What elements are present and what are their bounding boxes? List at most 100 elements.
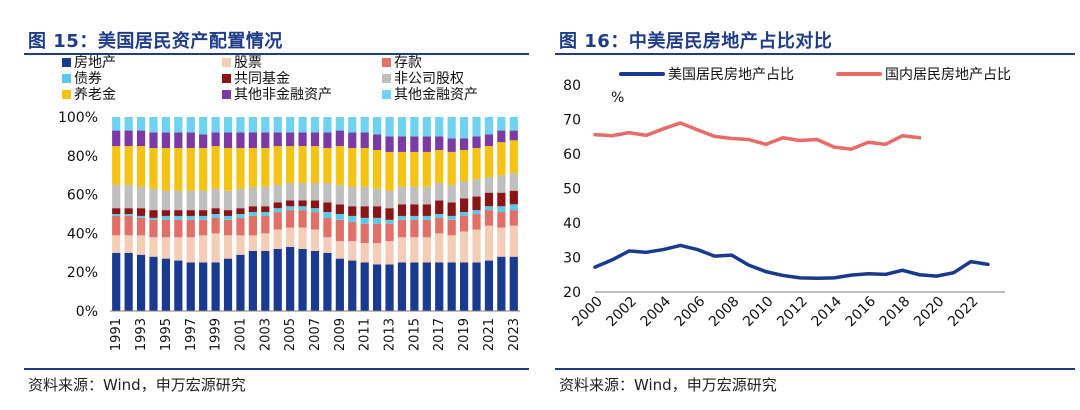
bar-segment (248, 212, 257, 216)
bar-segment (248, 215, 257, 236)
x-tick-label: 2010 (740, 294, 777, 331)
bar-segment (459, 262, 469, 311)
bar-segment (199, 148, 208, 191)
bar-segment (310, 182, 320, 201)
bar-segment (136, 208, 146, 216)
bar-segment (149, 219, 158, 238)
bar-segment (509, 256, 518, 311)
legend-label: 股票 (234, 55, 262, 71)
bar-segment (410, 237, 419, 263)
bar-segment (223, 148, 233, 191)
bar-segment (459, 149, 469, 182)
bar-segment (174, 132, 183, 149)
bar-segment (323, 237, 332, 253)
bar-segment (112, 130, 121, 147)
bar-segment (273, 248, 282, 311)
bar-segment (211, 262, 220, 311)
bar-segment (447, 219, 456, 236)
bar-segment (360, 186, 369, 207)
bar-segment (459, 212, 469, 216)
bar-segment (497, 142, 506, 176)
bar-segment (248, 235, 257, 251)
bar-segment (360, 206, 369, 218)
bar-segment (112, 215, 121, 236)
bar-segment (360, 243, 369, 263)
bar-segment (410, 117, 419, 137)
bar-segment (236, 132, 245, 149)
bar-segment (273, 132, 282, 147)
bar-segment (124, 215, 133, 236)
x-tick-label: 1999 (209, 318, 224, 351)
bar-segment (286, 210, 295, 228)
bar-segment (298, 146, 307, 183)
bar-segment (136, 217, 146, 236)
bar-segment (310, 117, 320, 133)
bar-segment (136, 186, 146, 209)
bar-segment (435, 217, 444, 234)
bar-segment (298, 200, 307, 207)
legend-label: 房地产 (74, 55, 116, 71)
bar-segment (335, 258, 344, 311)
bar-segment (348, 132, 357, 149)
bar-segment (273, 208, 282, 213)
bar-segment (422, 215, 431, 220)
bar-segment (273, 184, 282, 203)
bar-segment (472, 214, 481, 230)
y-tick-label: 70 (563, 113, 581, 129)
bar-segment (335, 184, 344, 205)
bar-segment (323, 148, 332, 183)
bar-segment (136, 235, 146, 255)
bar-segment (236, 117, 245, 133)
bar-segment (472, 179, 481, 197)
bar-segment (509, 225, 518, 257)
legend-swatch (382, 74, 391, 83)
bar-segment (509, 140, 518, 174)
bar-segment (186, 262, 195, 311)
x-tick-label: 2008 (706, 294, 743, 331)
bar-segment (124, 235, 133, 253)
bar-segment (422, 151, 431, 187)
bar-segment (497, 206, 506, 213)
bar-segment (248, 250, 257, 311)
legend-label: 国内居民房地产占比 (885, 67, 1011, 83)
bar-segment (373, 264, 382, 311)
bar-segment (484, 192, 494, 207)
bar-segment (223, 132, 233, 149)
bar-segment (335, 146, 344, 185)
bar-segment (497, 117, 506, 131)
y-tick-label: 30 (563, 251, 581, 267)
bar-segment (385, 223, 394, 242)
bar-segment (136, 215, 146, 218)
bar-segment (199, 210, 208, 216)
x-tick-label: 2007 (308, 318, 323, 351)
bar-segment (410, 136, 419, 152)
x-tick-label: 2011 (358, 318, 373, 351)
bar-segment (211, 132, 220, 147)
left-chart-title: 图 15：美国居民资产配置情况 (28, 31, 283, 52)
legend-swatch (62, 74, 71, 83)
bar-segment (261, 117, 270, 133)
bar-segment (497, 227, 506, 257)
bar-segment (459, 138, 469, 150)
bar-segment (373, 117, 382, 135)
bar-segment (385, 219, 394, 224)
legend-label: 其他金融资产 (394, 87, 478, 103)
bar-segment (112, 184, 121, 209)
bar-segment (435, 136, 444, 150)
bar-segment (186, 132, 195, 149)
bar-segment (385, 136, 394, 152)
right-bottom-rule (555, 368, 1075, 370)
legend-label: 非公司股权 (394, 71, 464, 87)
bar-segment (435, 182, 444, 201)
bar-segment (273, 202, 282, 209)
y-tick-label: 80% (67, 149, 98, 165)
bar-segment (286, 117, 295, 133)
bar-segment (211, 233, 220, 263)
right-panel: 图 16：中美居民房地产占比对比 美国居民房地产占比 国内居民房地产占比% 20 30… (555, 0, 1080, 410)
bar-segment (397, 237, 407, 263)
bar-segment (136, 130, 146, 147)
bar-segment (236, 208, 245, 214)
bar-segment (236, 235, 245, 255)
bar-segment (447, 235, 456, 263)
bar-segment (298, 132, 307, 147)
